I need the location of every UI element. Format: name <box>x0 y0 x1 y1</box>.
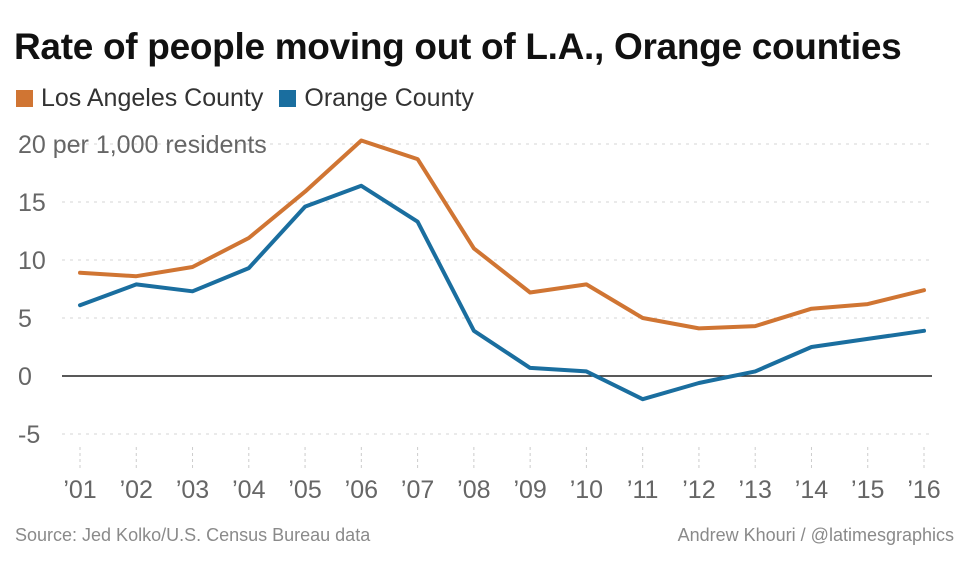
x-tick-label: ’07 <box>401 476 434 504</box>
credit-note: Andrew Khouri / @latimesgraphics <box>677 525 954 545</box>
source-note: Source: Jed Kolko/U.S. Census Bureau dat… <box>15 525 371 545</box>
x-tick-label: ’06 <box>345 476 378 504</box>
series-line-orange-county <box>78 183 926 402</box>
x-tick-label: ’05 <box>288 476 321 504</box>
chart-title: Rate of people moving out of L.A., Orang… <box>14 26 902 67</box>
legend-label-orange: Orange County <box>304 84 474 112</box>
x-tick-label: ’03 <box>176 476 209 504</box>
x-tick-label: ’13 <box>739 476 772 504</box>
x-tick-label: ’16 <box>907 476 940 504</box>
y-tick-label: 15 <box>18 189 46 217</box>
series-line-los-angeles <box>78 138 926 331</box>
legend-swatch-la <box>16 90 33 107</box>
legend-item-orange: Orange County <box>279 84 474 113</box>
x-tick-label: ’12 <box>682 476 715 504</box>
legend-item-la: Los Angeles County <box>16 84 263 113</box>
y-tick-label: 10 <box>18 247 46 275</box>
x-tick-label: ’10 <box>570 476 603 504</box>
legend-swatch-orange <box>279 90 297 107</box>
y-tick-label: -5 <box>18 421 40 449</box>
x-tick-label: ’08 <box>457 476 490 504</box>
y-tick-label: 5 <box>18 305 32 333</box>
chart-legend: Los Angeles County Orange County <box>16 84 490 113</box>
x-tick-label: ’14 <box>795 476 828 504</box>
x-tick-label: ’15 <box>851 476 884 504</box>
x-tick-label: ’02 <box>120 476 153 504</box>
legend-label-la: Los Angeles County <box>41 84 264 112</box>
y-tick-label: 0 <box>18 363 32 391</box>
x-tick-label: ’04 <box>232 476 265 504</box>
x-tick-label: ’11 <box>627 476 659 504</box>
x-tick-label: ’01 <box>63 476 96 504</box>
y-tick-label: 20 per 1,000 residents <box>18 131 267 159</box>
x-tick-label: ’09 <box>513 476 546 504</box>
